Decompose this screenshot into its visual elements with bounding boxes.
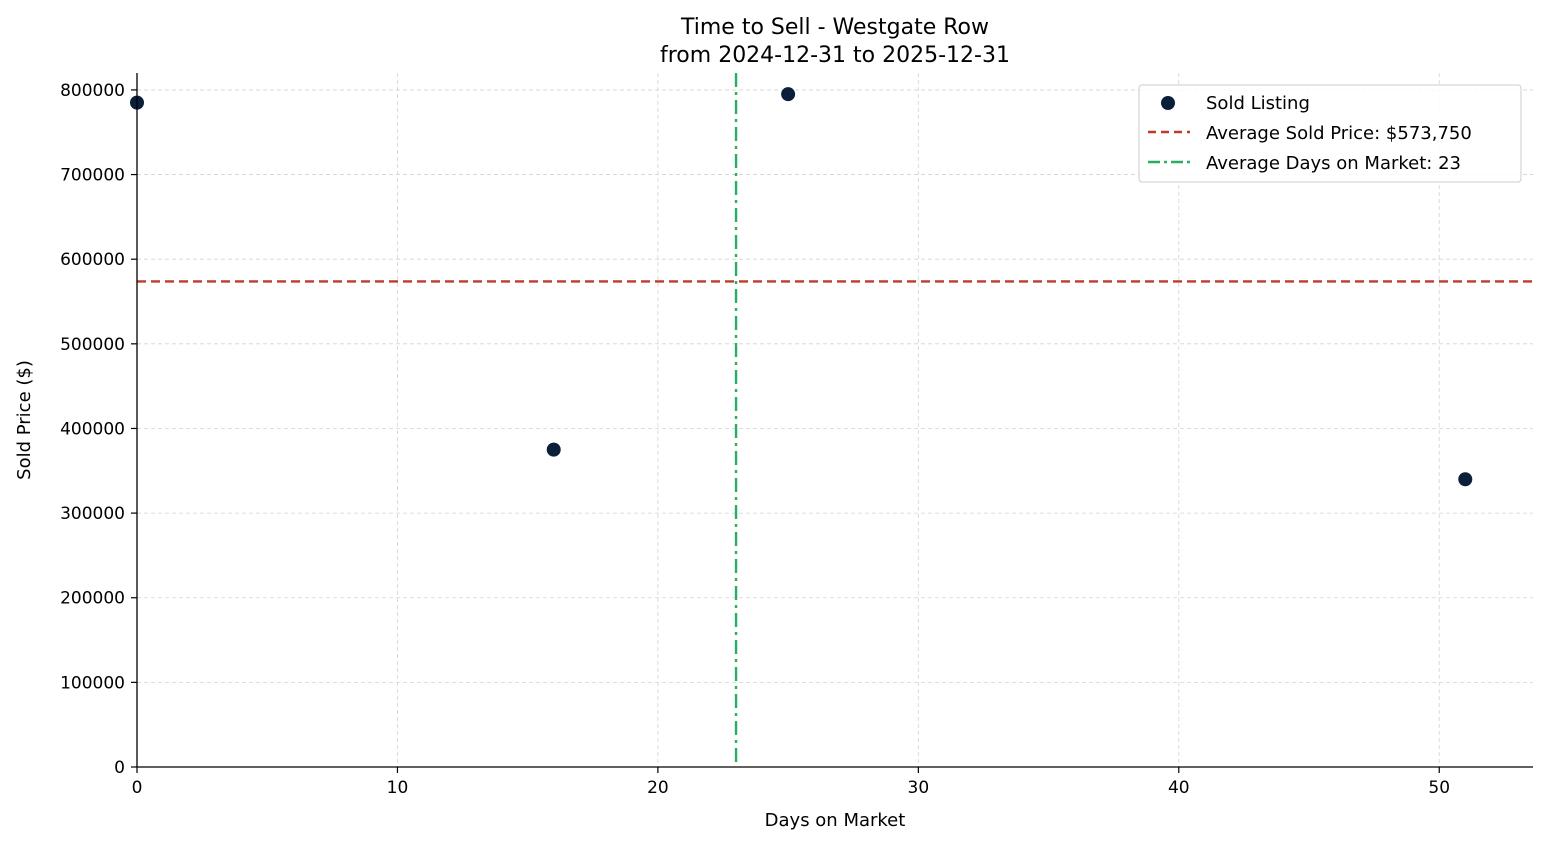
legend-box (1138, 84, 1522, 183)
y-tick-label: 0 (114, 758, 125, 778)
x-tick-label: 40 (1168, 778, 1190, 798)
x-tick-label: 30 (908, 778, 930, 798)
legend-marker-sold-listing (1161, 96, 1175, 110)
data-point (1458, 472, 1473, 487)
reference-lines (137, 73, 1533, 767)
y-tick-label: 700000 (60, 166, 125, 186)
y-axis-label: Sold Price ($) (14, 360, 35, 480)
y-tick-label: 500000 (60, 335, 125, 355)
x-axis-label: Days on Market (765, 810, 906, 831)
x-tick-label: 50 (1428, 778, 1450, 798)
y-tick-label: 800000 (60, 81, 125, 101)
data-point (781, 87, 796, 102)
x-ticks: 0 10 20 30 40 50 (132, 767, 1450, 798)
y-tick-label: 200000 (60, 589, 125, 609)
x-tick-label: 10 (387, 778, 409, 798)
y-tick-label: 100000 (60, 673, 125, 693)
axes (136, 73, 1533, 768)
y-ticks: 0 100000 200000 300000 400000 500000 600000 700… (60, 81, 137, 778)
data-point (546, 442, 561, 457)
y-tick-label: 600000 (60, 250, 125, 270)
chart-title-line1: Time to Sell - Westgate Row (680, 15, 989, 40)
y-tick-label: 400000 (60, 419, 125, 439)
legend: Sold Listing Average Sold Price: $573,75… (1138, 84, 1522, 183)
x-tick-label: 20 (647, 778, 669, 798)
chart-title-line2: from 2024-12-31 to 2025-12-31 (660, 43, 1010, 68)
legend-label-sold-listing: Sold Listing (1206, 93, 1310, 114)
data-points (130, 87, 1473, 487)
legend-label-average-days: Average Days on Market: 23 (1206, 153, 1461, 174)
y-tick-label: 300000 (60, 504, 125, 524)
x-tick-label: 0 (132, 778, 143, 798)
legend-label-average-price: Average Sold Price: $573,750 (1206, 123, 1472, 144)
